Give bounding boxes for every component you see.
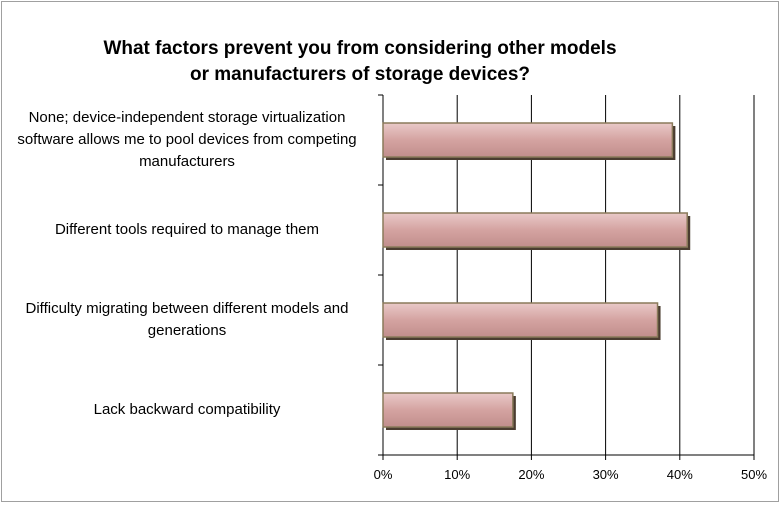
x-tick-label: 10% (444, 467, 471, 482)
bar (382, 392, 514, 428)
y-tick-label: Difficulty migrating between different m… (25, 300, 349, 339)
y-tick-label: None; device-independent storage virtual… (17, 109, 357, 170)
x-tick-label: 0% (373, 467, 393, 482)
y-tick-label: Different tools required to manage them (54, 221, 320, 238)
x-tick-label: 40% (666, 467, 693, 482)
x-tick-label: 50% (740, 467, 768, 482)
x-tick-label: 30% (592, 467, 619, 482)
chart-title: What factors prevent you from considerin… (103, 38, 617, 85)
bar (382, 302, 659, 338)
bar (382, 212, 688, 248)
y-tick-label: Lack backward compatibility (93, 401, 281, 418)
bar (382, 122, 674, 158)
x-tick-label: 20% (518, 467, 545, 482)
